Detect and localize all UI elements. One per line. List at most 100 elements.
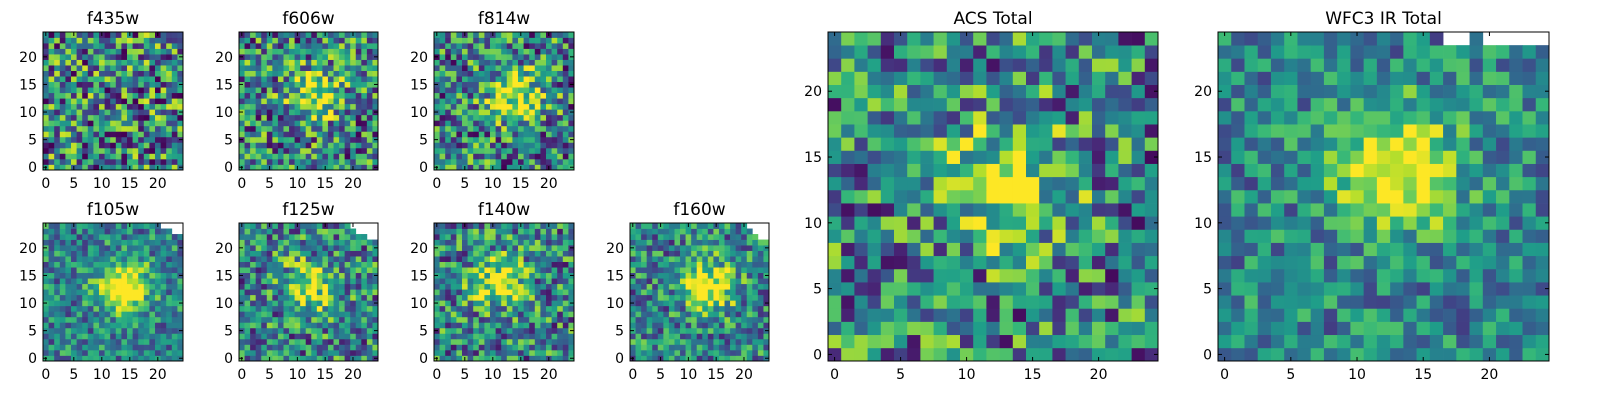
heatmap-cell <box>467 147 474 154</box>
heatmap-cell <box>48 158 55 165</box>
heatmap-cell <box>239 98 245 105</box>
heatmap-cell <box>641 338 648 345</box>
heatmap-cell <box>261 120 268 127</box>
heatmap-cell <box>155 125 161 132</box>
heatmap-cell <box>986 203 1000 217</box>
heatmap-cell <box>439 228 446 235</box>
heatmap-cell <box>546 256 552 262</box>
heatmap-cell <box>322 338 329 345</box>
heatmap-cell <box>283 355 290 362</box>
heatmap-cell <box>529 153 536 160</box>
heatmap-cell <box>652 311 659 318</box>
heatmap-cell <box>327 305 334 312</box>
heatmap-cell <box>355 120 362 127</box>
heatmap-cell <box>300 81 307 88</box>
heatmap-cell <box>557 142 564 149</box>
heatmap-cell <box>473 300 480 307</box>
heatmap-cell <box>674 300 681 307</box>
heatmap-cell <box>652 250 659 257</box>
heatmap-cell <box>59 125 66 132</box>
heatmap-cell <box>467 43 474 49</box>
heatmap-cell <box>305 289 312 296</box>
heatmap-cell <box>518 48 524 55</box>
heatmap-cell <box>300 256 307 262</box>
heatmap-cell <box>127 333 133 340</box>
heatmap-cell <box>149 76 156 83</box>
heatmap-cell <box>540 120 547 127</box>
heatmap-cell <box>305 239 312 246</box>
heatmap-cell <box>506 300 513 307</box>
heatmap-cell <box>557 234 564 240</box>
heatmap-cell <box>495 147 502 154</box>
heatmap-cell <box>82 289 89 296</box>
heatmap-cell <box>250 355 257 362</box>
heatmap-cell <box>1078 163 1093 178</box>
heatmap-cell <box>355 70 362 77</box>
heatmap-cell <box>71 48 77 55</box>
heatmap-cell <box>311 311 318 318</box>
heatmap-cell <box>355 109 362 116</box>
heatmap-cell <box>512 125 519 132</box>
heatmap-cell <box>746 338 753 345</box>
heatmap-cell <box>289 98 295 105</box>
heatmap-cell <box>467 142 474 149</box>
heatmap-cell <box>361 344 368 351</box>
heatmap-cell <box>696 223 703 229</box>
heatmap-cell <box>305 87 312 94</box>
heatmap-cell <box>344 76 351 83</box>
heatmap-cell <box>48 322 55 329</box>
heatmap-cell <box>266 43 273 49</box>
heatmap-cell <box>171 142 178 149</box>
heatmap-cell <box>93 147 100 154</box>
heatmap-cell <box>65 120 72 127</box>
heatmap-cell <box>854 268 868 283</box>
heatmap-cell <box>48 48 55 55</box>
y-tick-label: 0 <box>224 160 233 176</box>
heatmap-cell <box>121 32 128 38</box>
heatmap-cell <box>1092 176 1106 191</box>
heatmap-cell <box>657 327 664 334</box>
heatmap-cell <box>501 283 508 290</box>
heatmap-cell <box>327 278 334 285</box>
heatmap-cell <box>529 250 536 257</box>
heatmap-cell <box>933 268 948 283</box>
heatmap-cell <box>691 322 698 329</box>
heatmap-cell <box>355 43 362 49</box>
heatmap-cell <box>71 305 77 312</box>
heatmap-cell <box>127 349 133 356</box>
heatmap-cell <box>87 311 94 318</box>
heatmap-cell <box>707 245 714 251</box>
heatmap-cell <box>59 131 66 138</box>
heatmap-cell <box>261 136 268 143</box>
heatmap-cell <box>450 223 457 229</box>
heatmap-cell <box>43 59 49 66</box>
heatmap-cell <box>305 245 312 251</box>
heatmap-cell <box>372 278 379 285</box>
heatmap-cell <box>339 54 345 60</box>
heatmap-cell <box>87 65 94 71</box>
heatmap-cell <box>54 59 61 66</box>
heatmap-cell <box>283 311 290 318</box>
heatmap-cell <box>529 98 536 105</box>
heatmap-cell <box>127 322 133 329</box>
heatmap-cell <box>283 278 290 285</box>
heatmap-cell <box>960 268 974 283</box>
heatmap-cell <box>854 229 868 243</box>
y-tick-label: 20 <box>410 241 428 257</box>
heatmap-cell <box>132 322 139 329</box>
heatmap-cell <box>87 289 94 296</box>
heatmap-cell <box>344 32 351 38</box>
heatmap-cell <box>434 311 440 318</box>
heatmap-cell <box>305 70 312 77</box>
heatmap-cell <box>160 283 167 290</box>
heatmap-cell <box>127 305 133 312</box>
heatmap-cell <box>439 48 446 55</box>
heatmap-cell <box>361 333 368 340</box>
heatmap-cell <box>696 228 703 235</box>
heatmap-cell <box>283 131 290 138</box>
heatmap-cell <box>300 245 307 251</box>
heatmap-cell <box>300 103 307 110</box>
heatmap-cell <box>434 250 440 257</box>
heatmap-cell <box>1092 203 1106 217</box>
